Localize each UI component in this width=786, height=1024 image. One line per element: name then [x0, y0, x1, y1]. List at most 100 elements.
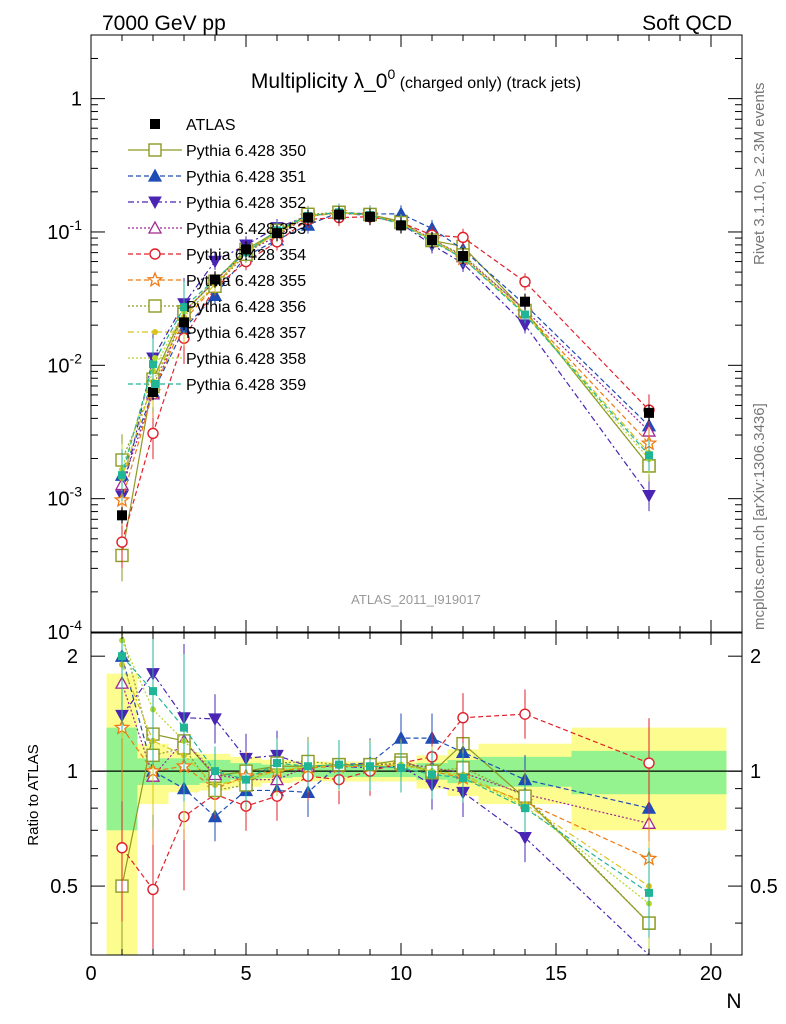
legend-marker	[148, 143, 162, 157]
ratio-point	[118, 652, 126, 661]
series-line-7	[121, 212, 650, 479]
x-tick-label: 0	[85, 963, 96, 985]
y-tick-label: 10-2	[47, 350, 82, 377]
data-point	[334, 209, 344, 220]
side-label-top: Rivet 3.1.10, ≥ 2.3M events	[751, 83, 768, 266]
ratio-point	[645, 888, 653, 897]
series-point	[521, 310, 529, 319]
data-point	[644, 407, 654, 418]
legend-label: Pythia 6.428 356	[186, 299, 306, 316]
ratio-point	[459, 773, 467, 782]
main-frame	[90, 34, 743, 633]
data-point	[117, 510, 127, 521]
ratio-point	[521, 804, 529, 813]
y-tick-label: 10-3	[47, 484, 82, 511]
legend-label: Pythia 6.428 352	[186, 195, 306, 212]
ratio-y-axis-label: Ratio to ATLAS	[25, 744, 42, 845]
data-point	[396, 220, 406, 231]
legend-label: ATLAS	[186, 117, 236, 134]
legend-marker	[146, 271, 164, 288]
legend-marker	[150, 119, 160, 129]
ratio-tick-label-right: 0.5	[750, 876, 778, 898]
ratio-point	[304, 762, 312, 771]
series-point	[457, 231, 469, 244]
y-tick-label: 10-1	[47, 217, 82, 244]
x-axis-label: N	[726, 990, 741, 1013]
series-line-9	[121, 211, 650, 476]
legend-label: Pythia 6.428 350	[186, 143, 306, 160]
ratio-point	[428, 770, 436, 779]
legend-label: Pythia 6.428 353	[186, 221, 306, 238]
x-tick-label: 10	[390, 963, 412, 985]
watermark: ATLAS_2011_I919017	[351, 592, 481, 607]
series-point	[208, 255, 222, 269]
series-point	[118, 471, 126, 480]
ratio-line-4	[121, 713, 650, 891]
ratio-line-8	[121, 640, 650, 905]
header-left: 7000 GeV pp	[102, 12, 226, 35]
data-point	[272, 228, 282, 239]
ratio-point	[397, 763, 405, 772]
legend-label: Pythia 6.428 357	[186, 325, 306, 342]
ratio-point	[643, 757, 655, 769]
x-tick-label: 5	[240, 963, 251, 985]
data-point	[365, 211, 375, 222]
legend-marker	[149, 248, 161, 260]
ratio-point	[242, 775, 250, 784]
y-tick-label: 10-4	[47, 617, 82, 644]
legend-label: Pythia 6.428 355	[186, 273, 306, 290]
legend-marker	[148, 299, 162, 313]
ratio-tick-label: 2	[67, 646, 78, 668]
ratio-point	[335, 760, 343, 769]
ratio-point	[366, 762, 374, 771]
chart-title: Multiplicity λ_00 (charged only) (track …	[251, 66, 581, 93]
series-point	[642, 489, 656, 503]
ratio-point	[180, 723, 188, 732]
y-tick-label: 1	[71, 89, 82, 111]
ratio-line-7	[121, 664, 650, 887]
ratio-point	[519, 708, 531, 720]
header-right: Soft QCD	[642, 12, 732, 35]
legend-label: Pythia 6.428 359	[186, 377, 306, 394]
legend-label: Pythia 6.428 351	[186, 169, 306, 186]
data-point	[179, 317, 189, 328]
legend-label: Pythia 6.428 358	[186, 351, 306, 368]
data-point	[241, 244, 251, 255]
series-point	[149, 360, 157, 369]
ratio-point	[208, 713, 222, 726]
ratio-point	[457, 712, 469, 724]
series-point	[116, 536, 128, 548]
ratio-tick-label: 1	[67, 761, 78, 783]
ratio-line-2	[121, 672, 650, 956]
ratio-point	[116, 842, 128, 854]
ratio-tick-label-right: 1	[750, 761, 761, 783]
legend-marker	[152, 355, 158, 361]
legend-marker	[151, 380, 159, 388]
data-point	[427, 235, 437, 246]
data-point	[148, 387, 158, 398]
ratio-tick-label: 0.5	[50, 876, 78, 898]
ratio-point	[149, 687, 157, 696]
x-tick-label: 20	[700, 963, 722, 985]
ratio-point	[273, 759, 281, 768]
series-point	[147, 427, 159, 440]
legend-marker	[147, 220, 163, 234]
data-point	[520, 296, 530, 307]
data-point	[210, 274, 220, 285]
series-point	[645, 451, 653, 460]
side-label-bottom: mcplots.cern.ch [arXiv:1306.3436]	[751, 403, 768, 630]
series-point	[180, 303, 188, 312]
ratio-point	[211, 767, 219, 776]
legend-marker	[152, 329, 158, 335]
x-tick-label: 15	[545, 963, 567, 985]
legend-marker	[147, 168, 163, 182]
data-point	[303, 212, 313, 223]
ratio-tick-label-right: 2	[750, 646, 761, 668]
legend-marker	[148, 196, 162, 210]
ratio-point	[147, 883, 159, 896]
series-line-8	[121, 211, 650, 470]
ratio-frame	[90, 632, 743, 956]
series-point	[519, 276, 531, 288]
data-point	[458, 251, 468, 262]
